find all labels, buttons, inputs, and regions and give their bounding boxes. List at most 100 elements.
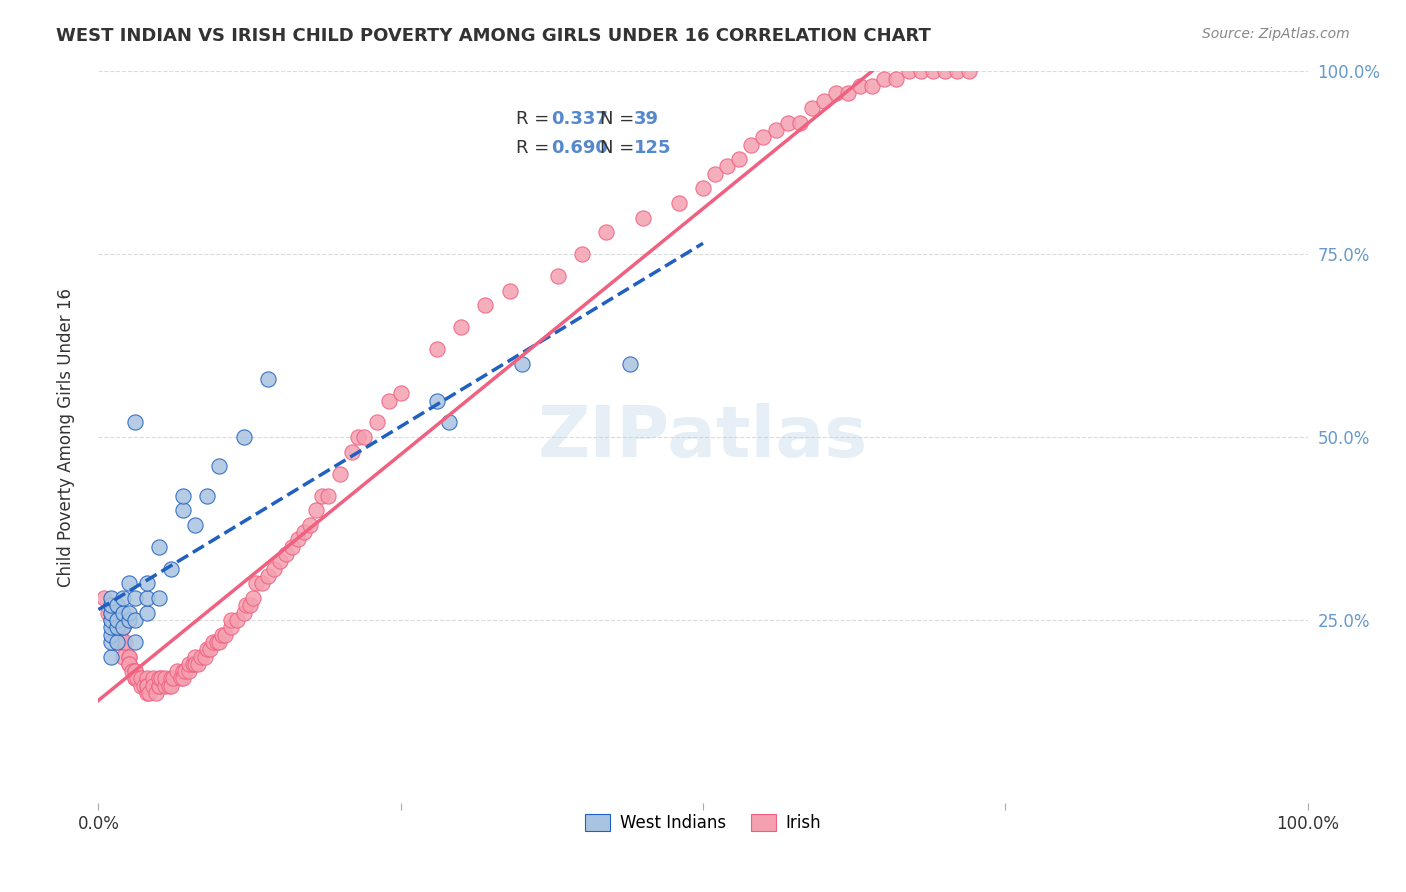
Point <box>160 679 183 693</box>
Point <box>184 517 207 532</box>
Point <box>389 386 412 401</box>
Point <box>111 620 134 634</box>
Point <box>118 576 141 591</box>
Point <box>93 591 115 605</box>
Point <box>353 430 375 444</box>
Point <box>329 467 352 481</box>
Point <box>957 64 980 78</box>
Point <box>153 679 176 693</box>
Point <box>124 672 146 686</box>
Text: 39: 39 <box>634 110 659 128</box>
Point <box>135 686 157 700</box>
Point <box>100 613 122 627</box>
Point <box>946 64 969 78</box>
Point <box>135 576 157 591</box>
Point <box>118 649 141 664</box>
Point <box>142 672 165 686</box>
Point <box>124 591 146 605</box>
Point <box>105 635 128 649</box>
Point <box>118 649 141 664</box>
Point <box>100 620 122 634</box>
Point <box>124 613 146 627</box>
Point <box>547 269 569 284</box>
Point <box>571 247 593 261</box>
Point <box>195 489 218 503</box>
Point <box>195 642 218 657</box>
Text: ZIPatlas: ZIPatlas <box>538 402 868 472</box>
Point <box>242 591 264 605</box>
Point <box>194 649 217 664</box>
Point <box>160 672 183 686</box>
Text: 0.337: 0.337 <box>551 110 607 128</box>
Text: 125: 125 <box>634 139 672 157</box>
Point <box>752 130 775 145</box>
Point <box>114 635 136 649</box>
Point <box>474 298 496 312</box>
Point <box>235 599 257 613</box>
Point <box>118 657 141 671</box>
Point <box>274 547 297 561</box>
Point <box>221 613 243 627</box>
Point <box>101 613 124 627</box>
Point <box>124 635 146 649</box>
Point <box>342 444 364 458</box>
Point <box>100 627 122 641</box>
Point <box>105 599 128 613</box>
Point <box>825 87 848 101</box>
Point <box>174 664 197 678</box>
Point <box>873 71 896 86</box>
Point <box>426 393 449 408</box>
Point <box>886 71 908 86</box>
Point <box>148 679 170 693</box>
Point <box>619 357 641 371</box>
Point <box>179 657 201 671</box>
Point <box>208 635 231 649</box>
Point <box>269 554 291 568</box>
Point <box>100 613 122 627</box>
Point <box>498 284 520 298</box>
Point <box>162 672 184 686</box>
Point <box>129 672 152 686</box>
Point <box>776 115 799 129</box>
Point <box>118 657 141 671</box>
Point <box>740 137 762 152</box>
Text: Source: ZipAtlas.com: Source: ZipAtlas.com <box>1202 27 1350 41</box>
Point <box>135 672 157 686</box>
Point <box>232 430 254 444</box>
Point <box>426 343 449 357</box>
Point <box>135 606 157 620</box>
Point <box>765 123 787 137</box>
Point <box>187 657 209 671</box>
Point <box>347 430 370 444</box>
Text: N =: N = <box>600 139 640 157</box>
Point <box>897 64 920 78</box>
Point <box>190 649 212 664</box>
Point <box>692 181 714 195</box>
Point <box>148 591 170 605</box>
Point <box>148 672 170 686</box>
Point <box>287 533 309 547</box>
Point <box>198 642 221 657</box>
Point <box>97 606 120 620</box>
Text: N =: N = <box>600 110 640 128</box>
Point <box>921 64 943 78</box>
Point <box>179 664 201 678</box>
Point <box>145 686 167 700</box>
Point <box>292 525 315 540</box>
Legend: West Indians, Irish: West Indians, Irish <box>578 807 828 838</box>
Point <box>105 620 128 634</box>
Point <box>377 393 399 408</box>
Point <box>148 540 170 554</box>
Text: WEST INDIAN VS IRISH CHILD POVERTY AMONG GIRLS UNDER 16 CORRELATION CHART: WEST INDIAN VS IRISH CHILD POVERTY AMONG… <box>56 27 931 45</box>
Point <box>728 152 751 166</box>
Point <box>100 606 122 620</box>
Text: R =: R = <box>516 110 554 128</box>
Point <box>160 562 183 576</box>
Point <box>124 672 146 686</box>
Point <box>111 613 134 627</box>
Text: 0.690: 0.690 <box>551 139 607 157</box>
Point <box>245 576 267 591</box>
Point <box>813 94 835 108</box>
Point <box>121 664 143 678</box>
Point <box>305 503 328 517</box>
